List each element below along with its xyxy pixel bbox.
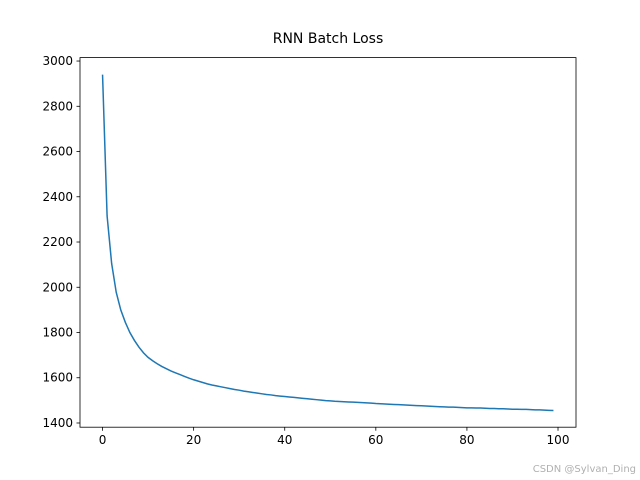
x-tick-label: 20: [186, 433, 201, 447]
y-tick-label: 2000: [42, 280, 73, 294]
watermark: CSDN @Sylvan_Ding: [533, 464, 636, 475]
y-tick-label: 2800: [42, 99, 73, 113]
plot-frame: [79, 57, 577, 428]
y-tick-label: 3000: [42, 54, 73, 68]
y-tick-label: 1400: [42, 416, 73, 430]
x-tick-label: 60: [368, 433, 383, 447]
x-tick-label: 0: [99, 433, 107, 447]
x-tick-label: 100: [547, 433, 570, 447]
y-tick-label: 1800: [42, 326, 73, 340]
y-tick-label: 2200: [42, 235, 73, 249]
y-tick-label: 1600: [42, 371, 73, 385]
x-tick-label: 40: [277, 433, 292, 447]
x-tick-label: 80: [459, 433, 474, 447]
loss-line: [101, 74, 554, 412]
y-tick-label: 2400: [42, 190, 73, 204]
y-tick-label: 2600: [42, 145, 73, 159]
chart-title: RNN Batch Loss: [273, 31, 384, 47]
